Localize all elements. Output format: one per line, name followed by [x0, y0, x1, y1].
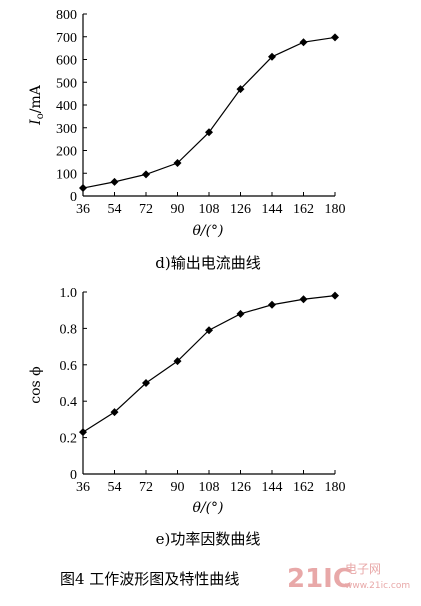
d-data-point: [268, 52, 276, 61]
chart-d-ylabel: Io/mA: [28, 84, 46, 126]
figure-caption: 图4 工作波形图及特性曲线: [60, 570, 239, 588]
e-ytick-label: 0.4: [60, 395, 78, 410]
chart-e-title: e)功率因数曲线: [156, 530, 261, 548]
e-ytick-label: 0.6: [60, 359, 78, 374]
d-data-point: [331, 33, 339, 42]
d-data-point: [142, 170, 150, 179]
svg-text:www.21ic.com: www.21ic.com: [345, 581, 410, 591]
e-data-point: [299, 295, 308, 304]
d-data-point: [299, 38, 308, 47]
d-xtick-label: 36: [76, 202, 90, 217]
d-xtick-label: 162: [293, 202, 314, 217]
chart-power-factor: 00.20.40.60.81.036 54 72 90 108 126 144 162 180 …: [28, 286, 346, 548]
d-ytick-label: 0: [70, 190, 77, 205]
e-data-point: [268, 300, 276, 309]
d-ytick-label: 200: [56, 145, 77, 160]
e-data-point: [236, 309, 245, 318]
e-ytick-label: 0.8: [60, 322, 78, 337]
e-xtick-label: 36: [76, 480, 90, 495]
e-data-point: [331, 291, 339, 300]
watermark-logo: 21IC 电子网 www.21ic.com: [287, 562, 410, 594]
d-data-point: [79, 184, 87, 193]
d-ytick-label: 700: [56, 31, 77, 46]
chart-d-xlabel: θ/(°): [192, 223, 223, 239]
chart-e-series: [79, 291, 339, 437]
e-xtick-label: 54: [108, 480, 122, 495]
d-xtick-label: 144: [262, 202, 283, 217]
e-data-point: [205, 326, 213, 335]
e-ytick-label: 0: [70, 468, 77, 483]
d-series-line: [82, 36, 336, 189]
e-xtick-label: 72: [139, 480, 153, 495]
e-xtick-label: 90: [171, 480, 185, 495]
e-data-point: [110, 408, 119, 417]
e-xtick-label: 126: [230, 480, 251, 495]
chart-d-axes: [82, 14, 335, 197]
e-series-line: [82, 295, 336, 433]
svg-text:电子网: 电子网: [345, 562, 381, 576]
e-data-point: [173, 357, 182, 366]
d-data-point: [173, 159, 182, 168]
e-xtick-label: 162: [293, 480, 314, 495]
svg-text:21IC: 21IC: [287, 564, 352, 594]
chart-d-series: [79, 33, 339, 193]
d-ytick-label: 300: [56, 122, 77, 137]
e-ytick-label: 0.2: [60, 432, 78, 447]
d-xtick-label: 180: [325, 202, 346, 217]
d-ytick-label: 400: [56, 99, 77, 114]
d-ytick-label: 100: [56, 167, 77, 182]
e-xtick-label: 144: [262, 480, 283, 495]
d-xtick-label: 126: [230, 202, 251, 217]
d-xtick-label: 72: [139, 202, 153, 217]
chart-d-title: d)输出电流曲线: [155, 254, 260, 272]
e-data-point: [79, 428, 87, 437]
d-ytick-label: 600: [56, 54, 77, 69]
chart-e-axes: [82, 292, 335, 475]
e-data-point: [142, 379, 150, 387]
chart-d-ticks: 0 100 200 300 400 500 600 700 800 36 54 72 90 108 126 1…: [56, 8, 346, 217]
chart-e-ylabel: cos ϕ: [28, 366, 44, 403]
d-xtick-label: 54: [108, 202, 122, 217]
e-xtick-label: 108: [199, 480, 220, 495]
d-ytick-label: 500: [56, 76, 77, 91]
d-xtick-label: 90: [171, 202, 185, 217]
chart-output-current: 0 100 200 300 400 500 600 700 800 36 54 72 90 108 126 1…: [28, 8, 346, 272]
chart-e-xlabel: θ/(°): [192, 500, 223, 516]
d-ytick-label: 800: [56, 8, 77, 23]
d-data-point: [236, 85, 245, 94]
chart-e-ticks: 0 0.2 0.4 0.6 0.8 1.0 36 54 72 90 108 126 144 162 180: [60, 286, 346, 495]
e-xtick-label: 180: [325, 480, 346, 495]
d-data-point: [110, 177, 119, 186]
d-data-point: [205, 128, 213, 137]
e-ytick-label: 1.0: [60, 286, 78, 301]
d-xtick-label: 108: [199, 202, 220, 217]
